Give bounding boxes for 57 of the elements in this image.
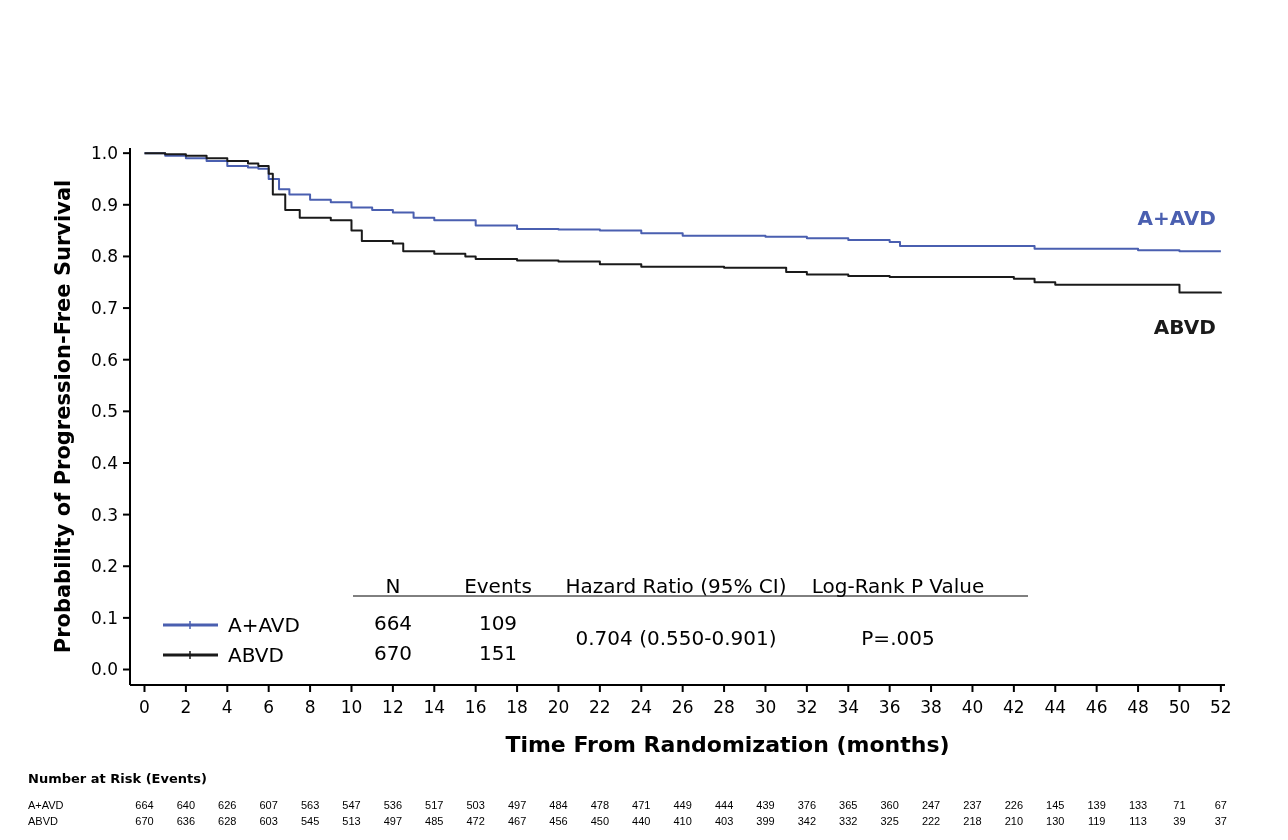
annotation: 151 [478, 641, 518, 665]
x-tick-label: 34 [837, 697, 860, 717]
x-tick-label: 24 [630, 697, 653, 717]
legend-label: ABVD [228, 643, 284, 667]
annotation: Events [464, 574, 532, 598]
annotation: 670 [373, 641, 413, 665]
legend-label: A+AVD [228, 613, 300, 637]
text: Number at Risk (Events) [28, 771, 207, 786]
x-axis-title: Time From Randomization (months) [505, 732, 950, 757]
x-tick-label: 4 [221, 697, 233, 717]
x-tick-label: 0 [139, 697, 150, 717]
x-tick-label: 30 [754, 697, 777, 717]
text: ABVD 670 636 628 603 545 513 497 485 472 467 456 450 440 410 403 399 342 332 325 222 218 210 130 119 113 39 37 [28, 815, 1227, 827]
x-tick-label: 16 [464, 697, 487, 717]
y-tick-label: 0.8 [90, 246, 118, 267]
x-tick-label: 50 [1168, 697, 1191, 717]
y-tick-label: 0.4 [90, 452, 118, 473]
x-tick-label: 12 [382, 697, 404, 717]
x-tick-label: 38 [920, 697, 942, 717]
annotation: 0.704 (0.550-0.901) [575, 626, 777, 650]
x-tick-label: 20 [547, 697, 570, 717]
x-tick-label: 44 [1044, 697, 1067, 717]
x-tick-label: 46 [1085, 697, 1108, 717]
y-tick-label: 0.6 [90, 349, 118, 370]
annotation: N [385, 574, 401, 598]
x-tick-label: 42 [1003, 697, 1025, 717]
x-tick-label: 14 [423, 697, 446, 717]
y-tick-label: 1.0 [90, 143, 118, 164]
x-tick-label: 10 [340, 697, 363, 717]
y-tick-label: 0.7 [90, 298, 118, 319]
x-tick-label: 36 [878, 697, 901, 717]
y-tick-label: 0.9 [90, 194, 118, 215]
x-tick-label: 52 [1210, 697, 1232, 717]
x-tick-label: 48 [1127, 697, 1149, 717]
text: A+AVD [1137, 206, 1216, 231]
x-tick-label: 6 [263, 697, 275, 717]
y-tick-label: 0.1 [90, 607, 118, 628]
x-tick-label: 8 [304, 697, 316, 717]
y-axis-title: Probability of Progression-Free Survival [51, 179, 75, 654]
text: A+AVD 664 640 626 607 563 547 536 517 503 497 484 478 471 449 444 439 376 365 360 247 237 226 145 139 133 71 67 [28, 799, 1227, 811]
annotation: Hazard Ratio (95% CI) [565, 574, 787, 598]
x-tick-label: 22 [589, 697, 611, 717]
y-tick-label: 0.5 [90, 401, 118, 422]
x-tick-label: 18 [506, 697, 528, 717]
annotation: Log-Rank P Value [811, 574, 985, 598]
y-tick-label: 0.2 [90, 556, 118, 577]
x-tick-label: 28 [713, 697, 735, 717]
text: ABVD [1153, 314, 1216, 339]
annotation: 109 [478, 611, 518, 635]
annotation: P=.005 [861, 626, 935, 650]
y-tick-label: 0.3 [90, 504, 118, 525]
x-tick-label: 2 [180, 697, 192, 717]
x-tick-label: 32 [796, 697, 818, 717]
x-tick-label: 40 [961, 697, 984, 717]
annotation: 664 [373, 611, 413, 635]
y-tick-label: 0.0 [90, 659, 118, 680]
x-tick-label: 26 [671, 697, 694, 717]
